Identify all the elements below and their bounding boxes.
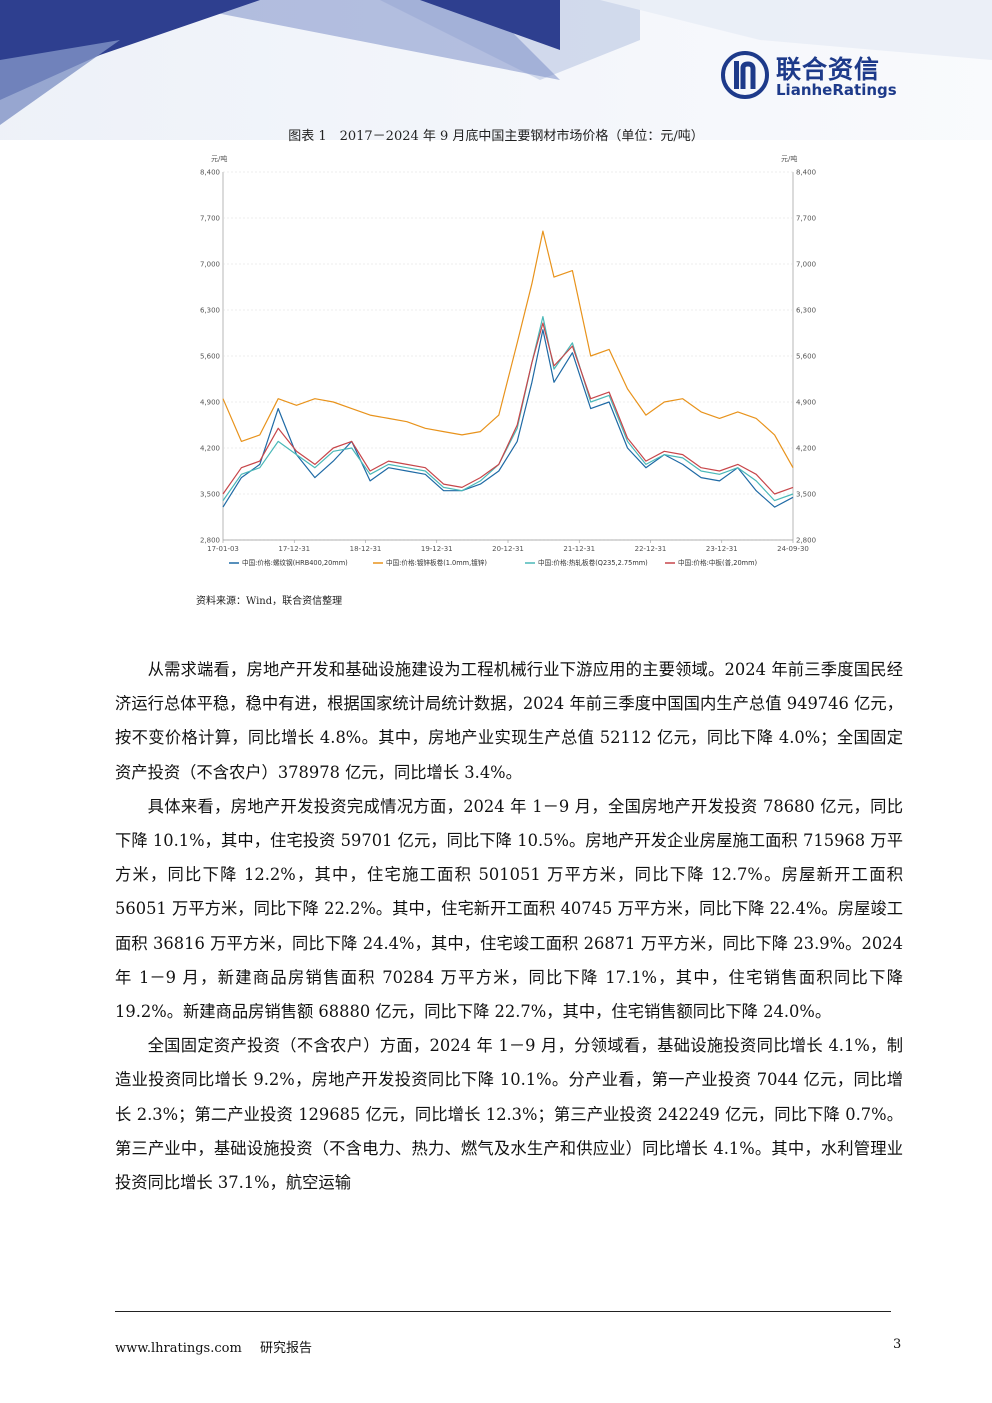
y-tick-label-left: 4,200 (200, 445, 220, 453)
x-tick-label: 22-12-31 (635, 545, 667, 553)
footer-url[interactable]: www.lhratings.com (115, 1341, 242, 1356)
x-tick-label: 18-12-31 (350, 545, 382, 553)
y-tick-label-left: 5,600 (200, 353, 220, 361)
y-tick-label-left: 8,400 (200, 169, 220, 177)
x-tick-label: 19-12-31 (421, 545, 453, 553)
footer-divider (115, 1311, 891, 1312)
steel-price-chart: 元/吨 元/吨 2,800 2,800 3,500 3,500 4,200 4,200 4,… (193, 150, 829, 580)
series-line-2 (222, 316, 794, 502)
y-tick-label-right: 7,000 (796, 261, 816, 269)
y-tick-label-right: 2,800 (796, 537, 816, 545)
x-tick-label: 24-09-30 (777, 545, 809, 553)
y-tick-label-right: 4,900 (796, 399, 816, 407)
legend-label: 中国:价格:镀锌板卷(1.0mm,镀锌) (386, 558, 487, 567)
paragraph-real-estate: 具体来看，房地产开发投资完成情况方面，2024 年 1－9 月，全国房地产开发投… (115, 796, 903, 1022)
legend-label: 中国:价格:螺纹钢(HRB400,20mm) (242, 558, 348, 567)
page-number: 3 (893, 1337, 902, 1352)
x-tick-label: 17-01-03 (207, 545, 239, 553)
series-line-0 (222, 329, 794, 508)
y-tick-label-right: 3,500 (796, 491, 816, 499)
y-tick-label-left: 7,000 (200, 261, 220, 269)
x-tick-label: 21-12-31 (563, 545, 595, 553)
lianhe-logo-icon (721, 51, 769, 99)
x-tick-label: 17-12-31 (278, 545, 310, 553)
y-tick-label-left: 3,500 (200, 491, 220, 499)
legend-label: 中国:价格:热轧板卷(Q235,2.75mm) (538, 558, 648, 567)
figure-title: 图表 1 2017－2024 年 9 月底中国主要钢材市场价格（单位：元/吨） (288, 129, 704, 144)
y-tick-label-right: 7,700 (796, 215, 816, 223)
logo-chinese-name: 联合资信 (776, 55, 881, 84)
y-tick-label-right: 4,200 (796, 445, 816, 453)
y-unit-right: 元/吨 (781, 154, 797, 163)
company-logo: 联合资信 LianheRatings (720, 50, 900, 102)
y-tick-label-left: 4,900 (200, 399, 220, 407)
y-tick-label-right: 6,300 (796, 307, 816, 315)
y-tick-label-left: 7,700 (200, 215, 220, 223)
series-line-3 (222, 322, 794, 495)
legend-label: 中国:价格:中板(普,20mm) (678, 558, 757, 567)
body-text: 从需求端看，房地产开发和基础设施建设为工程机械行业下游应用的主要领域。2024 … (115, 653, 903, 1200)
paragraph-demand: 从需求端看，房地产开发和基础设施建设为工程机械行业下游应用的主要领域。2024 … (115, 660, 903, 782)
y-unit-left: 元/吨 (211, 154, 227, 163)
y-tick-label-left: 6,300 (200, 307, 220, 315)
y-tick-label-right: 8,400 (796, 169, 816, 177)
x-tick-label: 23-12-31 (706, 545, 738, 553)
logo-english-name: LianheRatings (776, 81, 897, 99)
paragraph-fixed-investment: 全国固定资产投资（不含农户）方面，2024 年 1－9 月，分领域看，基础设施投… (115, 1036, 903, 1193)
y-tick-label-right: 5,600 (796, 353, 816, 361)
figure-source: 资料来源：Wind，联合资信整理 (196, 596, 343, 607)
footer-label: 研究报告 (259, 1341, 312, 1356)
y-tick-label-left: 2,800 (200, 537, 220, 545)
footer: www.lhratings.com 研究报告 (115, 1337, 326, 1356)
series-line-1 (222, 230, 794, 468)
x-tick-label: 20-12-31 (492, 545, 524, 553)
